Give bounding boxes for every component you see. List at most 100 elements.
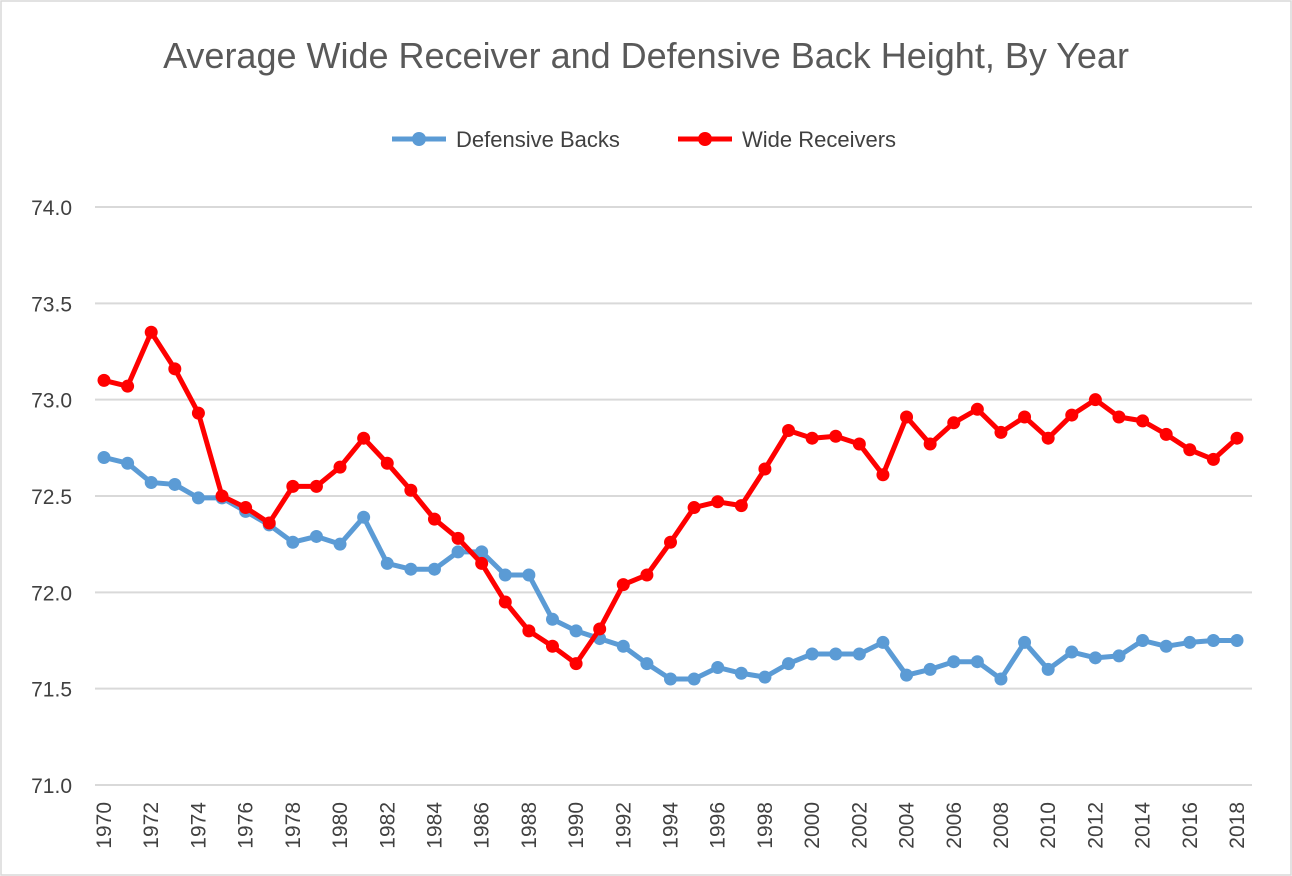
x-tick-label: 1982: [376, 802, 399, 849]
data-point-wide-receivers: [191, 406, 205, 420]
data-point-wide-receivers: [711, 495, 725, 509]
data-point-defensive-backs: [545, 612, 559, 626]
data-point-defensive-backs: [711, 660, 725, 674]
legend-item-wide-receivers: Wide Receivers: [678, 127, 896, 152]
data-point-wide-receivers: [593, 622, 607, 636]
y-axis-tick-labels: 71.0 71.5 72.0 72.5 73.0 73.5 74.0: [31, 197, 72, 798]
legend: Defensive Backs Wide Receivers: [392, 127, 896, 152]
x-tick-label: 1994: [660, 802, 683, 849]
data-point-defensive-backs: [805, 647, 819, 661]
data-point-defensive-backs: [900, 668, 914, 682]
data-point-defensive-backs: [475, 545, 489, 559]
x-tick-label: 1972: [140, 802, 163, 849]
data-point-wide-receivers: [404, 483, 418, 497]
x-tick-label: 2016: [1179, 802, 1202, 849]
data-point-wide-receivers: [1065, 408, 1079, 422]
y-tick-label: 71.0: [31, 775, 72, 798]
series-layer: [97, 325, 1244, 686]
x-tick-label: 2002: [848, 802, 871, 849]
data-point-wide-receivers: [876, 468, 890, 482]
data-point-wide-receivers: [640, 568, 654, 582]
data-point-wide-receivers: [215, 489, 229, 503]
data-point-wide-receivers: [970, 402, 984, 416]
gridlines: [95, 206, 1252, 786]
data-point-defensive-backs: [569, 624, 583, 638]
data-point-defensive-backs: [522, 568, 536, 582]
data-point-wide-receivers: [734, 499, 748, 513]
x-tick-label: 1974: [187, 802, 210, 849]
x-tick-label: 1988: [518, 802, 541, 849]
data-point-wide-receivers: [239, 501, 253, 515]
x-tick-label: 1996: [707, 802, 730, 849]
data-point-defensive-backs: [829, 647, 843, 661]
data-point-defensive-backs: [121, 456, 135, 470]
data-point-wide-receivers: [1136, 414, 1150, 428]
legend-label-wide-receivers: Wide Receivers: [742, 127, 896, 152]
legend-label-defensive-backs: Defensive Backs: [456, 127, 620, 152]
data-point-wide-receivers: [498, 595, 512, 609]
x-tick-label: 1980: [329, 802, 352, 849]
data-point-wide-receivers: [309, 479, 323, 493]
chart-title: Average Wide Receiver and Defensive Back…: [163, 35, 1129, 76]
y-tick-label: 74.0: [31, 197, 72, 220]
data-point-defensive-backs: [1183, 635, 1197, 649]
data-point-defensive-backs: [309, 529, 323, 543]
data-point-wide-receivers: [805, 431, 819, 445]
data-point-defensive-backs: [97, 450, 111, 464]
data-point-wide-receivers: [168, 362, 182, 376]
y-tick-label: 71.5: [31, 679, 72, 702]
data-point-defensive-backs: [947, 655, 961, 669]
data-point-defensive-backs: [994, 672, 1008, 686]
data-point-wide-receivers: [121, 379, 135, 393]
data-point-wide-receivers: [852, 437, 866, 451]
x-tick-label: 2004: [896, 802, 919, 849]
data-point-defensive-backs: [168, 477, 182, 491]
data-point-defensive-backs: [498, 568, 512, 582]
y-tick-label: 73.5: [31, 293, 72, 316]
data-point-defensive-backs: [782, 657, 796, 671]
data-point-wide-receivers: [1183, 443, 1197, 457]
data-point-defensive-backs: [758, 670, 772, 684]
x-tick-label: 1970: [93, 802, 116, 849]
data-point-wide-receivers: [286, 479, 300, 493]
data-point-defensive-backs: [451, 545, 465, 559]
x-tick-label: 1984: [423, 802, 446, 849]
series-line-wide-receivers: [101, 329, 1240, 667]
legend-marker-wide-receivers: [698, 132, 712, 146]
data-point-defensive-backs: [970, 655, 984, 669]
data-point-defensive-backs: [144, 476, 158, 490]
data-point-defensive-backs: [333, 537, 347, 551]
data-point-wide-receivers: [758, 462, 772, 476]
x-tick-label: 2000: [801, 802, 824, 849]
data-point-wide-receivers: [829, 429, 843, 443]
data-point-defensive-backs: [1159, 639, 1173, 653]
data-point-wide-receivers: [522, 624, 536, 638]
x-tick-label: 1978: [282, 802, 305, 849]
x-tick-label: 1986: [471, 802, 494, 849]
data-point-defensive-backs: [404, 562, 418, 576]
data-point-wide-receivers: [994, 425, 1008, 439]
x-axis-tick-labels: 1970 1972 1974 1976 1978 1980 1982 1984 1986 1988…: [93, 802, 1249, 849]
data-point-defensive-backs: [1206, 634, 1220, 647]
data-point-wide-receivers: [687, 501, 701, 515]
data-point-wide-receivers: [262, 516, 276, 530]
data-point-wide-receivers: [782, 423, 796, 437]
x-tick-label: 1992: [612, 802, 635, 849]
data-point-defensive-backs: [852, 647, 866, 661]
data-point-defensive-backs: [876, 635, 890, 649]
data-point-wide-receivers: [1018, 410, 1032, 424]
data-point-defensive-backs: [734, 666, 748, 680]
data-point-wide-receivers: [1230, 431, 1244, 445]
data-point-defensive-backs: [286, 535, 300, 549]
data-point-defensive-backs: [191, 491, 205, 505]
data-point-defensive-backs: [427, 562, 441, 576]
data-point-wide-receivers: [1041, 431, 1055, 445]
x-tick-label: 2018: [1226, 802, 1249, 849]
data-point-wide-receivers: [664, 535, 677, 549]
data-point-defensive-backs: [1041, 662, 1055, 676]
x-tick-label: 1990: [565, 802, 588, 849]
x-tick-label: 1998: [754, 802, 777, 849]
data-point-defensive-backs: [1018, 635, 1032, 649]
